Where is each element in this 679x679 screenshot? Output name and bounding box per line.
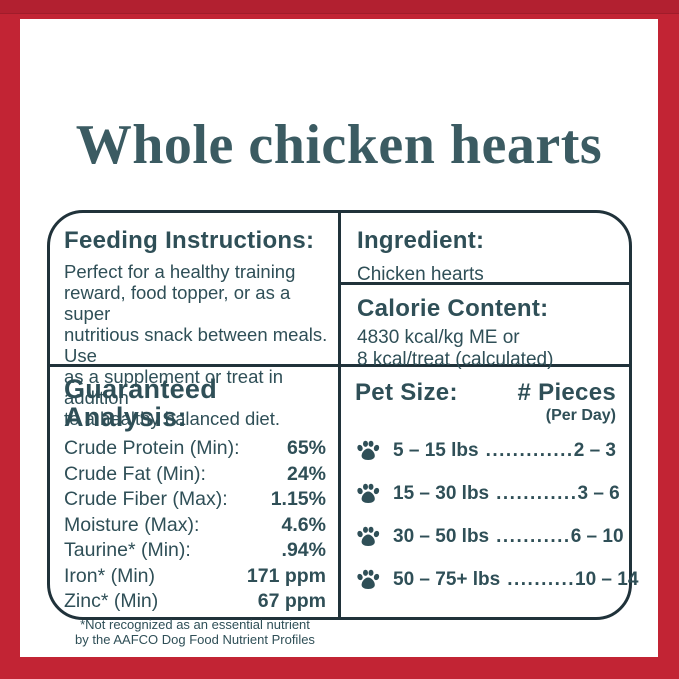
- feeding-body-line: reward, food topper, or as a super: [64, 282, 291, 324]
- petsize-pieces: 6 – 10: [570, 526, 624, 547]
- analysis-label: Taurine* (Min):: [64, 539, 191, 561]
- calorie-section: Calorie Content: 4830 kcal/kg ME or 8 kc…: [341, 285, 629, 370]
- analysis-row: Crude Fat (Min): 24%: [64, 462, 326, 488]
- petsize-row: 5 – 15 lbs ............. 2 – 3: [355, 438, 616, 464]
- paw-icon: [357, 440, 380, 460]
- analysis-label: Crude Fat (Min):: [64, 462, 206, 485]
- paw-icon: [357, 526, 380, 546]
- analysis-value: 1.15%: [270, 488, 326, 510]
- petsize-pieces: 2 – 3: [573, 440, 616, 461]
- petsize-dots: .............: [485, 440, 574, 461]
- calorie-heading: Calorie Content:: [357, 295, 549, 322]
- calorie-line: 4830 kcal/kg ME or: [357, 327, 520, 348]
- divider-ingredient-calorie: [341, 282, 629, 285]
- analysis-label: Zinc* (Min): [64, 590, 159, 612]
- petsize-pieces: 10 – 14: [575, 569, 639, 590]
- analysis-value: 4.6%: [281, 513, 326, 536]
- frame-top-edge: [0, 0, 679, 14]
- analysis-value: 171 ppm: [246, 564, 326, 587]
- analysis-label: Moisture (Max):: [64, 513, 200, 536]
- petsize-heading: Pet Size:: [355, 379, 458, 406]
- analysis-value: 24%: [286, 462, 326, 485]
- petsize-range: 5 – 15 lbs: [393, 440, 479, 461]
- analysis-value: .94%: [281, 539, 326, 561]
- analysis-footnote-line: by the AAFCO Dog Food Nutrient Profiles: [75, 632, 315, 647]
- analysis-label: Crude Fiber (Max):: [64, 488, 228, 510]
- petsize-row: 15 – 30 lbs ............ 3 – 6: [355, 481, 620, 507]
- analysis-value: 65%: [286, 437, 326, 459]
- calorie-line: 8 kcal/treat (calculated): [357, 349, 554, 370]
- petsize-range: 15 – 30 lbs: [393, 483, 490, 504]
- analysis-row: Moisture (Max): 4.6%: [64, 513, 326, 539]
- petsize-rows: 5 – 15 lbs ............. 2 – 3 15 – 30 l…: [355, 438, 638, 593]
- analysis-row: Iron* (Min) 171 ppm: [64, 564, 326, 590]
- feeding-heading: Feeding Instructions:: [64, 227, 315, 254]
- petsize-row: 50 – 75+ lbs .......... 10 – 14: [355, 567, 638, 593]
- analysis-row: Zinc* (Min) 67 ppm: [64, 589, 326, 615]
- petsize-row: 30 – 50 lbs ........... 6 – 10: [355, 524, 624, 550]
- petsize-dots: ............: [496, 483, 578, 504]
- petsize-dots: ..........: [507, 569, 576, 590]
- petsize-pieces: 3 – 6: [577, 483, 620, 504]
- analysis-footnote: *Not recognized as an essential nutrient…: [64, 617, 326, 648]
- analysis-heading: Guaranteed Analysis:: [64, 374, 218, 432]
- feeding-body-line: as a supplement or treat in addition: [64, 366, 284, 408]
- analysis-label: Iron* (Min): [64, 564, 156, 587]
- per-day-label: (Per Day): [545, 407, 616, 424]
- ingredient-section: Ingredient: Chicken hearts: [341, 213, 629, 285]
- petsize-range: 30 – 50 lbs: [393, 526, 490, 547]
- analysis-footnote-line: *Not recognized as an essential nutrient: [80, 616, 310, 632]
- analysis-rows: Crude Protein (Min): 65% Crude Fat (Min)…: [64, 436, 326, 615]
- analysis-value: 67 ppm: [257, 590, 326, 612]
- petsize-heading-row: Pet Size: # Pieces (Per Day): [355, 379, 616, 424]
- product-title: Whole chicken hearts: [75, 114, 603, 176]
- calorie-values: 4830 kcal/kg ME or 8 kcal/treat (calcula…: [357, 327, 617, 371]
- analysis-label: Crude Protein (Min):: [64, 437, 240, 459]
- label-panel: Whole chicken hearts Feeding Instruction…: [20, 19, 658, 657]
- feeding-body: Perfect for a healthy training reward, f…: [64, 261, 332, 429]
- analysis-row: Crude Fiber (Max): 1.15%: [64, 487, 326, 513]
- info-box: Feeding Instructions: Perfect for a heal…: [47, 210, 638, 647]
- paw-icon: [357, 483, 380, 503]
- analysis-row: Taurine* (Min): .94%: [64, 538, 326, 564]
- petsize-dots: ...........: [496, 526, 571, 547]
- divider-horizontal-full: [50, 364, 629, 367]
- ingredient-value: Chicken hearts: [357, 264, 484, 285]
- feeding-section: Feeding Instructions: Perfect for a heal…: [50, 213, 338, 429]
- analysis-row: Crude Protein (Min): 65%: [64, 436, 326, 462]
- feeding-body-line: Perfect for a healthy training: [64, 261, 296, 282]
- feeding-body-line: nutritious snack between meals. Use: [64, 324, 328, 366]
- pieces-heading: # Pieces: [517, 379, 616, 406]
- analysis-section: Guaranteed Analysis: Crude Protein (Min)…: [50, 367, 338, 647]
- ingredient-heading: Ingredient:: [357, 227, 485, 254]
- paw-icon: [357, 569, 380, 589]
- feeding-body-line: to a healthy balanced diet.: [64, 408, 280, 429]
- pieces-heading-block: # Pieces (Per Day): [518, 379, 616, 424]
- divider-vertical: [338, 213, 341, 617]
- petsize-range: 50 – 75+ lbs: [393, 569, 501, 590]
- petsize-section: Pet Size: # Pieces (Per Day): [341, 367, 638, 617]
